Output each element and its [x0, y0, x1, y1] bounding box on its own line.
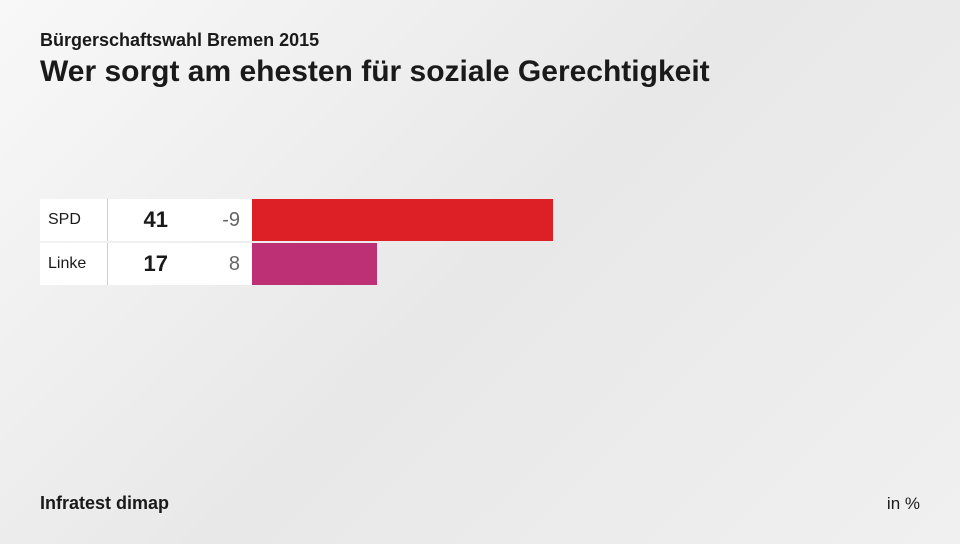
- bar: [252, 243, 377, 285]
- table-row: Linke 17 8: [40, 243, 920, 285]
- party-label: Linke: [40, 243, 108, 285]
- party-label: SPD: [40, 199, 108, 241]
- bar-cell: [252, 199, 920, 241]
- change-cell: -9: [180, 199, 252, 241]
- chart-subtitle: Bürgerschaftswahl Bremen 2015: [40, 30, 920, 51]
- bar-cell: [252, 243, 920, 285]
- table-row: SPD 41 -9: [40, 199, 920, 241]
- source-label: Infratest dimap: [40, 493, 169, 514]
- chart-title: Wer sorgt am ehesten für soziale Gerecht…: [40, 55, 920, 89]
- bar-chart: SPD 41 -9 Linke 17 8: [40, 199, 920, 285]
- chart-footer: Infratest dimap in %: [40, 493, 920, 514]
- unit-label: in %: [887, 494, 920, 514]
- change-cell: 8: [180, 243, 252, 285]
- value-cell: 41: [108, 199, 180, 241]
- value-cell: 17: [108, 243, 180, 285]
- chart-container: Bürgerschaftswahl Bremen 2015 Wer sorgt …: [0, 0, 960, 544]
- bar: [252, 199, 553, 241]
